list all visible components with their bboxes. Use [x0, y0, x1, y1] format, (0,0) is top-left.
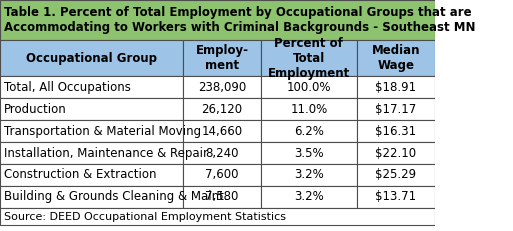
Text: Building & Grounds Cleaning & Maint.: Building & Grounds Cleaning & Maint.: [4, 190, 228, 204]
Bar: [0, 208, 435, 225]
Text: $18.91: $18.91: [376, 81, 417, 94]
Bar: [183, 164, 261, 186]
Bar: [357, 142, 435, 164]
Text: $22.10: $22.10: [376, 146, 417, 160]
Bar: [0, 186, 183, 208]
Bar: [261, 76, 357, 98]
Bar: [183, 76, 261, 98]
Text: 8,240: 8,240: [205, 146, 239, 160]
Text: 7,580: 7,580: [205, 190, 239, 204]
Text: $13.71: $13.71: [376, 190, 417, 204]
Bar: [0, 120, 183, 142]
Bar: [183, 98, 261, 120]
Bar: [183, 120, 261, 142]
Bar: [183, 186, 261, 208]
Bar: [261, 120, 357, 142]
Bar: [357, 98, 435, 120]
Bar: [357, 186, 435, 208]
Bar: [357, 76, 435, 98]
Bar: [261, 164, 357, 186]
Text: Employ-
ment: Employ- ment: [195, 44, 248, 72]
Bar: [357, 40, 435, 76]
Text: $17.17: $17.17: [376, 103, 417, 116]
Text: 3.2%: 3.2%: [294, 168, 324, 182]
Bar: [261, 186, 357, 208]
Text: 3.2%: 3.2%: [294, 190, 324, 204]
Text: Median
Wage: Median Wage: [372, 44, 420, 72]
Bar: [0, 40, 183, 76]
Bar: [261, 40, 357, 76]
Text: Production: Production: [4, 103, 67, 116]
Bar: [261, 142, 357, 164]
Text: Source: DEED Occupational Employment Statistics: Source: DEED Occupational Employment Sta…: [4, 212, 286, 222]
Text: Total, All Occupations: Total, All Occupations: [4, 81, 131, 94]
Text: $16.31: $16.31: [376, 125, 417, 138]
Text: Installation, Maintenance & Repair: Installation, Maintenance & Repair: [4, 146, 208, 160]
Bar: [357, 164, 435, 186]
Text: 26,120: 26,120: [201, 103, 243, 116]
Bar: [183, 40, 261, 76]
Text: 3.5%: 3.5%: [294, 146, 324, 160]
Text: 100.0%: 100.0%: [287, 81, 331, 94]
Text: Occupational Group: Occupational Group: [26, 52, 157, 65]
Text: 6.2%: 6.2%: [294, 125, 324, 138]
Bar: [261, 98, 357, 120]
Bar: [0, 142, 183, 164]
Bar: [357, 120, 435, 142]
Bar: [0, 76, 183, 98]
Bar: [0, 98, 183, 120]
Text: 7,600: 7,600: [205, 168, 239, 182]
Bar: [0, 164, 183, 186]
Text: 238,090: 238,090: [198, 81, 246, 94]
Text: Table 1. Percent of Total Employment by Occupational Groups that are
Accommodati: Table 1. Percent of Total Employment by …: [4, 6, 476, 34]
Text: Transportation & Material Moving: Transportation & Material Moving: [4, 125, 202, 138]
Bar: [183, 142, 261, 164]
Bar: [0, 0, 435, 40]
Text: Construction & Extraction: Construction & Extraction: [4, 168, 157, 182]
Text: 14,660: 14,660: [201, 125, 243, 138]
Text: $25.29: $25.29: [376, 168, 417, 182]
Text: Percent of
Total
Employment: Percent of Total Employment: [268, 37, 350, 80]
Text: 11.0%: 11.0%: [290, 103, 327, 116]
